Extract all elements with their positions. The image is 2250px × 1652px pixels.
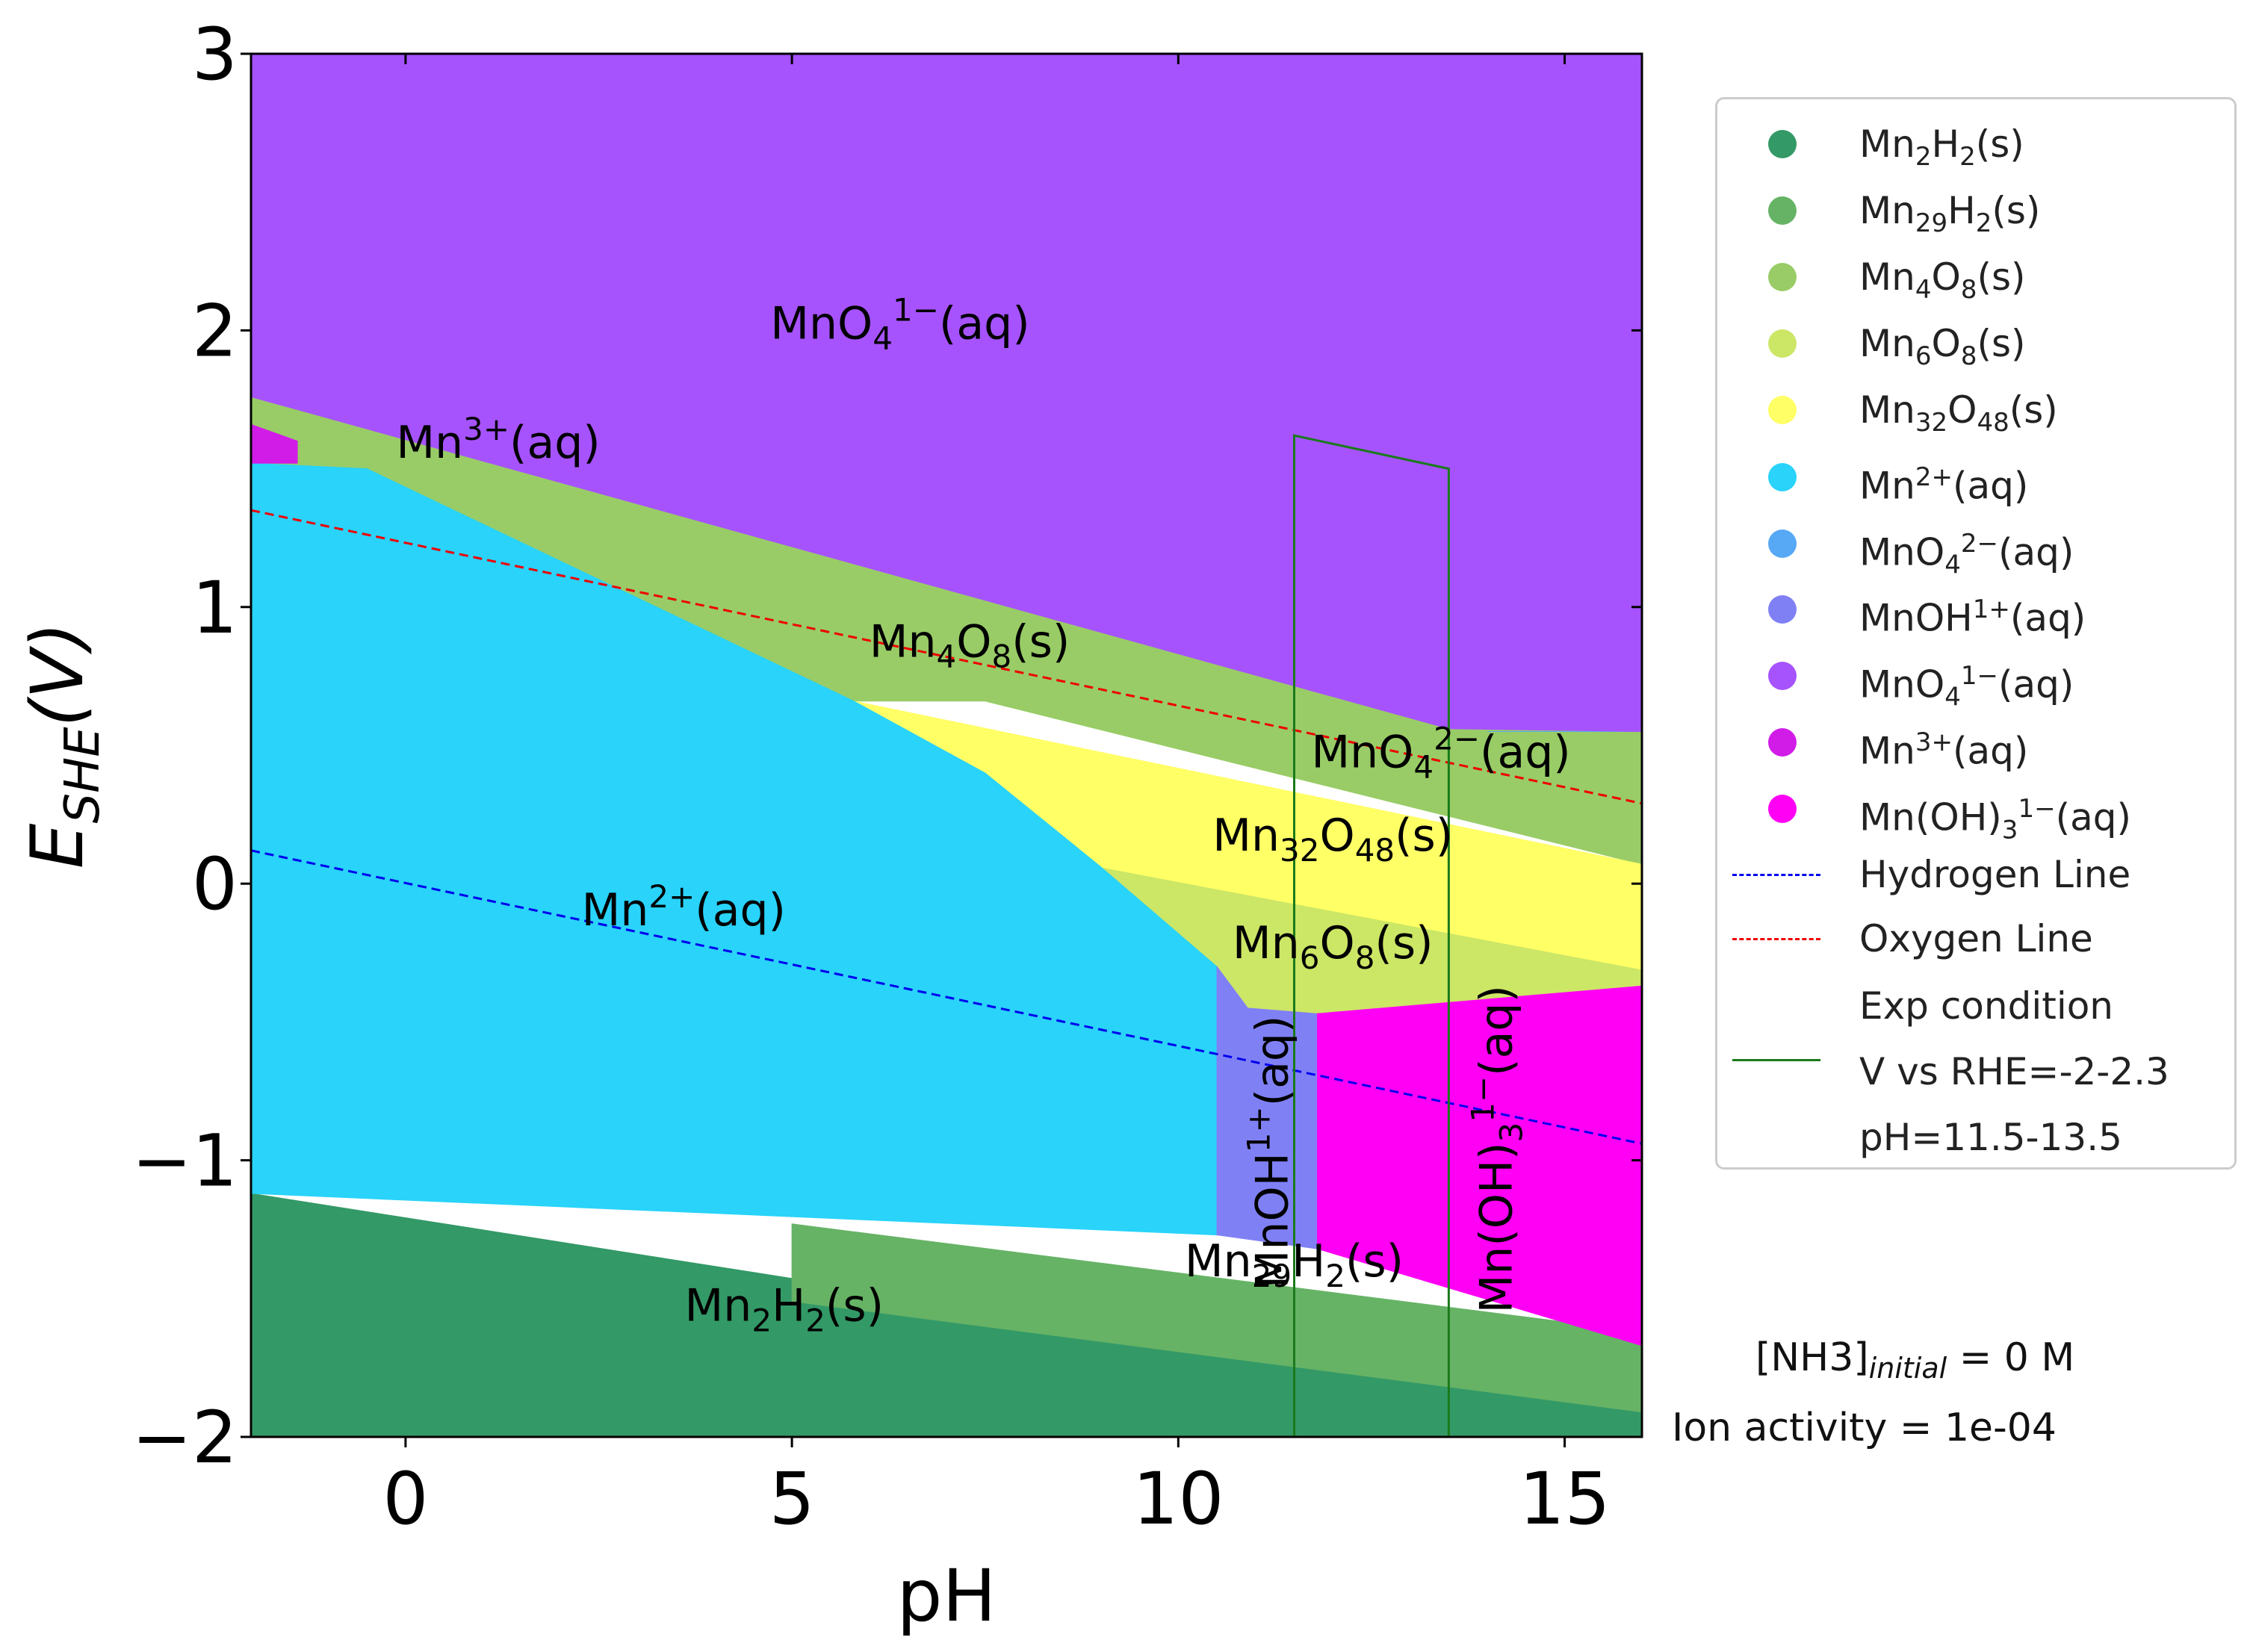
legend: Mn2H2(s) Mn29H2(s) Mn4O8(s) Mn6O8(s) Mn32O48… <box>1715 97 2237 1170</box>
legend-entry-9: Mn3+(aq) <box>1717 720 2233 773</box>
plot-frame <box>250 52 1643 1438</box>
legend-marker-1 <box>1768 196 1797 225</box>
region-10 <box>1317 985 1642 1347</box>
x-axis-label: pH <box>896 1554 996 1638</box>
region-label-vertical-1: Mn(OH)31−(aq) <box>1464 985 1529 1313</box>
legend-entry-4: Mn32O48(s) <box>1717 388 2233 438</box>
region-label-vertical-0: MnOH1+(aq) <box>1240 1016 1298 1289</box>
legend-label-10: Mn(OH)31−(aq) <box>1859 794 2131 845</box>
y-tick-label-5: −2 <box>131 1396 238 1479</box>
legend-line-12 <box>1732 938 1820 940</box>
region-label-6: Mn2+(aq) <box>582 878 786 937</box>
legend-label-0: Mn2H2(s) <box>1859 122 2024 172</box>
region-label-1: Mn3+(aq) <box>396 411 600 469</box>
legend-entry-13: Exp condition V vs RHE=-2-2.3 pH=11.5-13.5 <box>1717 973 2233 1159</box>
nh3-subscript: initial <box>1868 1352 1947 1385</box>
legend-label-7: MnOH1+(aq) <box>1859 594 2086 640</box>
legend-label-8: MnO41−(aq) <box>1859 661 2074 712</box>
legend-label-13: Exp condition V vs RHE=-2-2.3 pH=11.5-13.5 <box>1859 984 2169 1159</box>
x-tick-label-1: 5 <box>769 1457 815 1541</box>
region-label-8: Mn2H2(s) <box>685 1279 884 1338</box>
x-tick-label-3: 15 <box>1519 1457 1610 1541</box>
legend-entry-12: Oxygen Line <box>1717 916 2233 961</box>
x-tick-label-2: 10 <box>1132 1457 1224 1541</box>
series-line-2 <box>1293 434 1450 1437</box>
region-9 <box>251 423 298 464</box>
legend-marker-4 <box>1768 396 1797 424</box>
region-label-4: Mn32O48(s) <box>1212 810 1453 869</box>
series-line-0 <box>251 849 1642 1145</box>
legend-marker-5 <box>1768 463 1797 491</box>
legend-marker-3 <box>1768 329 1797 358</box>
region-1 <box>791 1223 1642 1413</box>
legend-marker-6 <box>1768 530 1797 558</box>
legend-label-3: Mn6O8(s) <box>1859 322 2026 371</box>
y-axis-label: ESHE(V) <box>16 622 111 869</box>
legend-label-6: MnO42−(aq) <box>1859 529 2074 580</box>
legend-label-11: Hydrogen Line <box>1859 853 2131 896</box>
legend-marker-10 <box>1768 795 1797 823</box>
legend-label-12: Oxygen Line <box>1859 917 2093 960</box>
legend-marker-0 <box>1768 130 1797 158</box>
legend-label-4: Mn32O48(s) <box>1859 388 2058 438</box>
legend-entry-6: MnO42−(aq) <box>1717 521 2233 580</box>
legend-marker-9 <box>1768 728 1797 757</box>
legend-marker-2 <box>1768 263 1797 291</box>
legend-entry-11: Hydrogen Line <box>1717 852 2233 897</box>
legend-entry-1: Mn29H2(s) <box>1717 188 2233 238</box>
y-tick-label-4: −1 <box>131 1120 238 1203</box>
legend-entry-10: Mn(OH)31−(aq) <box>1717 786 2233 845</box>
legend-marker-7 <box>1768 595 1797 624</box>
x-tick-label-0: 0 <box>382 1457 428 1541</box>
nh3-value: = 0 M <box>1947 1335 2075 1380</box>
legend-label-5: Mn2+(aq) <box>1859 462 2029 508</box>
ion-activity-annotation: Ion activity = 1e-04 <box>1672 1406 2057 1450</box>
region-label-2: Mn4O8(s) <box>870 615 1070 674</box>
nh3-annotation: [NH3]initial = 0 M <box>1755 1335 2074 1385</box>
y-tick-label-2: 1 <box>192 566 238 650</box>
legend-entry-7: MnOH1+(aq) <box>1717 587 2233 640</box>
series-line-1 <box>251 509 1642 805</box>
legend-entry-3: Mn6O8(s) <box>1717 321 2233 371</box>
legend-entry-5: Mn2+(aq) <box>1717 455 2233 508</box>
nh3-text: [NH3] <box>1755 1335 1869 1380</box>
region-label-0: MnO41−(aq) <box>770 292 1029 357</box>
legend-label-9: Mn3+(aq) <box>1859 727 2029 773</box>
legend-entry-2: Mn4O8(s) <box>1717 255 2233 305</box>
legend-label-2: Mn4O8(s) <box>1859 255 2026 305</box>
region-label-5: Mn6O8(s) <box>1233 917 1434 976</box>
legend-entry-8: MnO41−(aq) <box>1717 653 2233 712</box>
region-5 <box>251 462 1218 1236</box>
legend-line-13 <box>1732 1059 1820 1061</box>
region-label-7: Mn29H2(s) <box>1185 1235 1404 1294</box>
legend-line-11 <box>1732 874 1820 876</box>
y-tick-label-3: 0 <box>192 842 238 926</box>
y-tick-label-1: 2 <box>192 289 238 373</box>
region-label-3: MnO42−(aq) <box>1311 721 1570 786</box>
legend-marker-8 <box>1768 662 1797 690</box>
legend-label-1: Mn29H2(s) <box>1859 189 2041 238</box>
legend-entry-0: Mn2H2(s) <box>1717 122 2233 172</box>
y-tick-label-0: 3 <box>192 13 238 96</box>
